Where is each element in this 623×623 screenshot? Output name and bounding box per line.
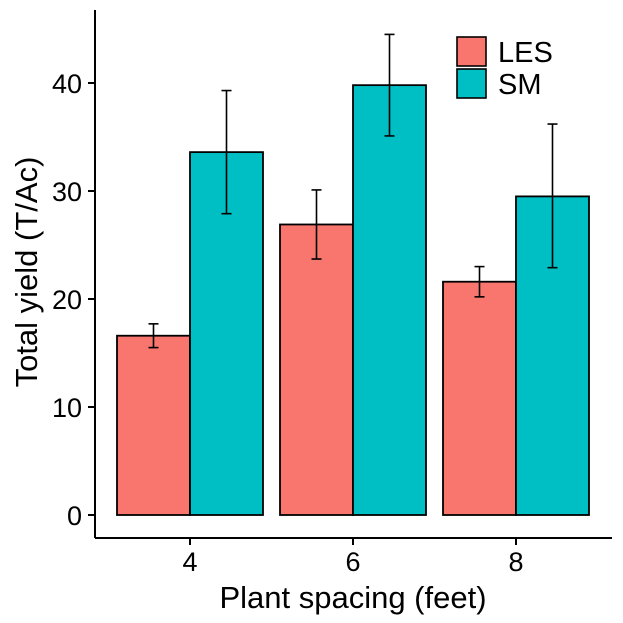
legend-swatch-les — [456, 36, 487, 67]
legend-swatch-sm — [456, 68, 487, 99]
y-tick-label: 10 — [52, 393, 82, 423]
y-tick-label: 40 — [52, 69, 82, 99]
bar-les-4 — [116, 334, 191, 516]
error-bar-sm-8 — [547, 123, 558, 269]
error-bar-les-6 — [311, 189, 322, 260]
error-bar-les-8 — [474, 265, 485, 298]
error-bar-les-4 — [148, 323, 159, 349]
x-tick-label: 8 — [508, 547, 523, 577]
y-tick-label: 30 — [52, 177, 82, 207]
bars — [116, 84, 590, 516]
error-bar-sm-4 — [221, 89, 232, 215]
legend-label-les: LES — [498, 37, 553, 69]
y-axis-ticks: 0 10 20 30 40 — [52, 69, 95, 531]
legend-label-sm: SM — [498, 69, 542, 101]
x-tick-label: 4 — [182, 547, 197, 577]
bar-les-6 — [279, 223, 354, 516]
error-bars — [148, 33, 558, 349]
y-axis-title: Total yield (T/Ac) — [9, 157, 44, 388]
y-tick-label: 20 — [52, 285, 82, 315]
error-bar-sm-6 — [384, 33, 395, 137]
x-axis-title: Plant spacing (feet) — [219, 580, 486, 615]
y-tick-label: 0 — [67, 501, 82, 531]
bar-les-8 — [442, 280, 517, 516]
x-tick-label: 6 — [345, 547, 360, 577]
x-axis-ticks: 4 6 8 — [182, 538, 524, 577]
bar-sm-6 — [352, 84, 427, 516]
